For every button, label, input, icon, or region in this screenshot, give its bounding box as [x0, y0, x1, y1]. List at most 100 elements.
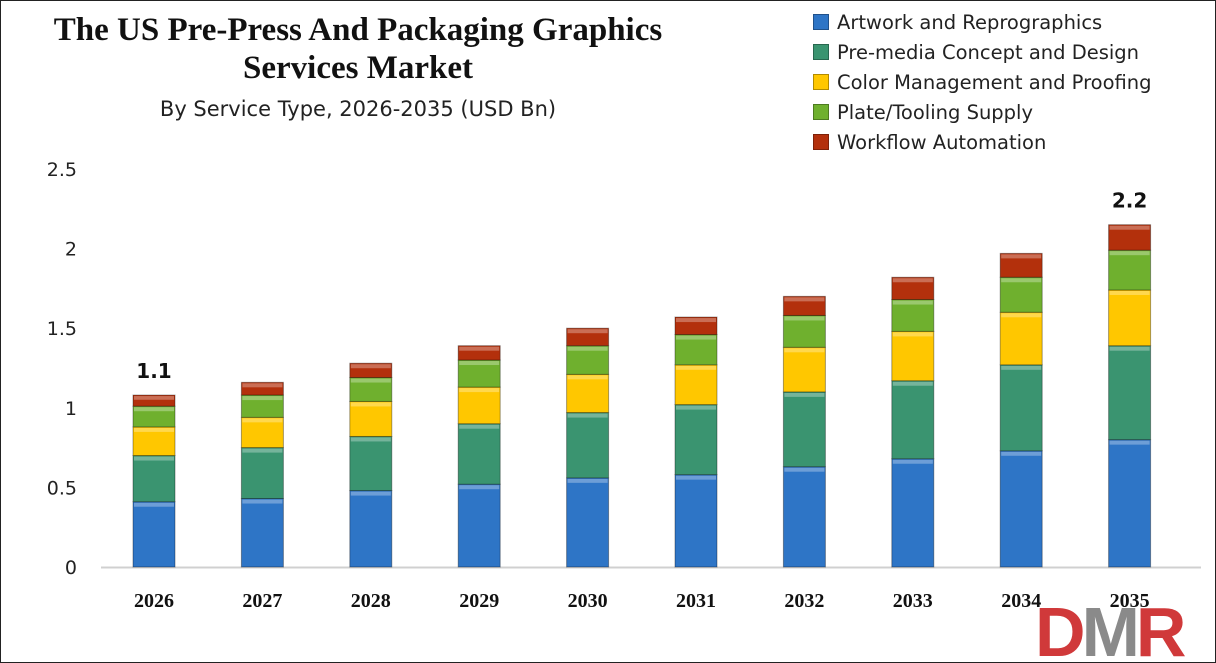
bar-segment — [891, 380, 935, 460]
bar-bevel — [1001, 365, 1042, 370]
bar-bevel — [242, 383, 283, 388]
bar-bevel — [784, 348, 825, 353]
bar-segment — [240, 381, 284, 396]
legend-swatch — [813, 134, 829, 150]
bar-segment — [891, 330, 935, 382]
bar-bevel — [784, 392, 825, 397]
y-tick-label: 0.5 — [47, 477, 77, 499]
bar-segment — [674, 334, 718, 366]
bar-segment — [566, 412, 610, 479]
bar-segment — [457, 423, 501, 485]
bar-bevel — [1109, 440, 1150, 445]
bar-bevel — [676, 335, 716, 340]
bar-bevel — [567, 375, 608, 380]
bar-segment — [999, 311, 1043, 366]
bar-bevel — [459, 424, 500, 429]
bar-segment — [1108, 224, 1152, 251]
bar-bevel — [350, 491, 391, 496]
bar-bevel — [134, 502, 174, 507]
bar-segment — [782, 391, 826, 468]
bar-bevel — [134, 456, 174, 461]
dmr-logo: DMR — [1035, 593, 1186, 663]
bar-bevel — [567, 346, 608, 351]
y-tick-label: 1 — [65, 398, 77, 420]
bar-bevel — [784, 316, 825, 321]
bar-bevel — [1109, 225, 1150, 230]
bar-bevel — [242, 499, 283, 504]
bar-bevel — [350, 402, 391, 407]
bar-bevel — [459, 346, 500, 351]
legend-label: Color Management and Proofing — [837, 70, 1152, 94]
bar-bevel — [1109, 251, 1150, 256]
bar-bevel — [134, 407, 174, 412]
bar-bevel — [676, 365, 716, 370]
legend-swatch — [813, 14, 829, 30]
bar-bevel — [459, 361, 500, 366]
bar-segment — [457, 359, 501, 388]
bar-segment — [566, 477, 610, 568]
bar-bevel — [350, 378, 391, 383]
bar-bevel — [242, 396, 283, 401]
legend-item: Color Management and Proofing — [813, 67, 1152, 97]
bar-segment — [457, 483, 501, 568]
bar-bevel — [134, 427, 174, 432]
bar-bevel — [1109, 290, 1150, 295]
x-tick-label: 2028 — [351, 590, 391, 612]
bar-bevel — [892, 381, 933, 386]
bar-bevel — [784, 467, 825, 472]
bar-bevel — [892, 300, 933, 305]
x-tick-label: 2026 — [134, 590, 174, 612]
bar-segment — [240, 447, 284, 500]
bar-bevel — [1109, 346, 1150, 351]
bar-bevel — [459, 485, 500, 490]
bar-segment — [240, 416, 284, 449]
x-tick-label: 2034 — [1001, 590, 1041, 612]
legend-item: Plate/Tooling Supply — [813, 97, 1152, 127]
x-tick-label: 2032 — [784, 590, 824, 612]
bar-bevel — [892, 278, 933, 283]
bar-segment — [782, 346, 826, 393]
bar-segment — [566, 327, 610, 347]
chart-subtitle: By Service Type, 2026-2035 (USD Bn) — [159, 97, 557, 121]
bar-segment — [566, 373, 610, 414]
y-tick-label: 2 — [65, 239, 77, 261]
bar-segment — [1108, 289, 1152, 347]
bar-bevel — [892, 459, 933, 464]
x-tick-label: 2027 — [242, 590, 282, 612]
data-label: 1.1 — [136, 359, 171, 383]
bar-segment — [349, 400, 393, 437]
bar-bevel — [459, 388, 500, 393]
bar-bevel — [567, 413, 608, 418]
bar-bevel — [1001, 278, 1042, 283]
bar-bevel — [784, 297, 825, 302]
x-tick-label: 2033 — [893, 590, 933, 612]
bar-segment — [674, 316, 718, 336]
x-tick-label: 2029 — [459, 590, 499, 612]
y-tick-label: 0 — [65, 557, 77, 579]
bar-segment — [999, 364, 1043, 452]
legend-item: Workflow Automation — [813, 127, 1152, 157]
legend-swatch — [813, 104, 829, 120]
bar-segment — [891, 458, 935, 568]
bar-segment — [674, 474, 718, 568]
legend-label: Plate/Tooling Supply — [837, 100, 1034, 124]
y-tick-label: 1.5 — [47, 318, 77, 340]
bar-bevel — [676, 318, 716, 323]
bar-segment — [457, 386, 501, 425]
bar-segment — [132, 455, 176, 503]
legend-swatch — [813, 44, 829, 60]
bar-segment — [457, 345, 501, 361]
legend-swatch — [813, 74, 829, 90]
bar-segment — [132, 394, 176, 407]
legend-label: Workflow Automation — [837, 130, 1047, 154]
legend-item: Pre-media Concept and Design — [813, 37, 1152, 67]
bar-bevel — [892, 332, 933, 337]
bar-segment — [349, 490, 393, 568]
bar-bevel — [676, 475, 716, 480]
bar-segment — [349, 435, 393, 492]
x-tick-label: 2030 — [568, 590, 608, 612]
bar-segment — [782, 295, 826, 316]
bar-segment — [1108, 345, 1152, 441]
bar-segment — [891, 276, 935, 301]
